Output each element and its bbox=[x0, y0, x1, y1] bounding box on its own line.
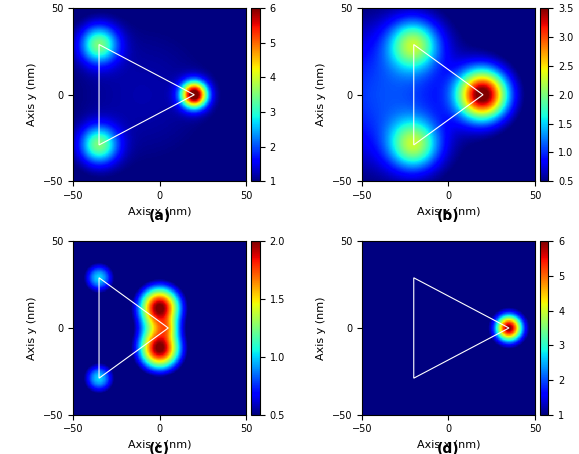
Y-axis label: Axis y (nm): Axis y (nm) bbox=[27, 63, 37, 127]
Y-axis label: Axis y (nm): Axis y (nm) bbox=[27, 296, 37, 360]
X-axis label: Axis x (nm): Axis x (nm) bbox=[417, 440, 480, 450]
Y-axis label: Axis y (nm): Axis y (nm) bbox=[316, 63, 326, 127]
Text: (a): (a) bbox=[148, 208, 171, 222]
Text: (b): (b) bbox=[437, 208, 460, 222]
Y-axis label: Axis y (nm): Axis y (nm) bbox=[316, 296, 326, 360]
Text: (c): (c) bbox=[149, 442, 170, 454]
X-axis label: Axis x (nm): Axis x (nm) bbox=[128, 207, 192, 217]
X-axis label: Axis x (nm): Axis x (nm) bbox=[417, 207, 480, 217]
Text: (d): (d) bbox=[437, 442, 460, 454]
X-axis label: Axis x (nm): Axis x (nm) bbox=[128, 440, 192, 450]
